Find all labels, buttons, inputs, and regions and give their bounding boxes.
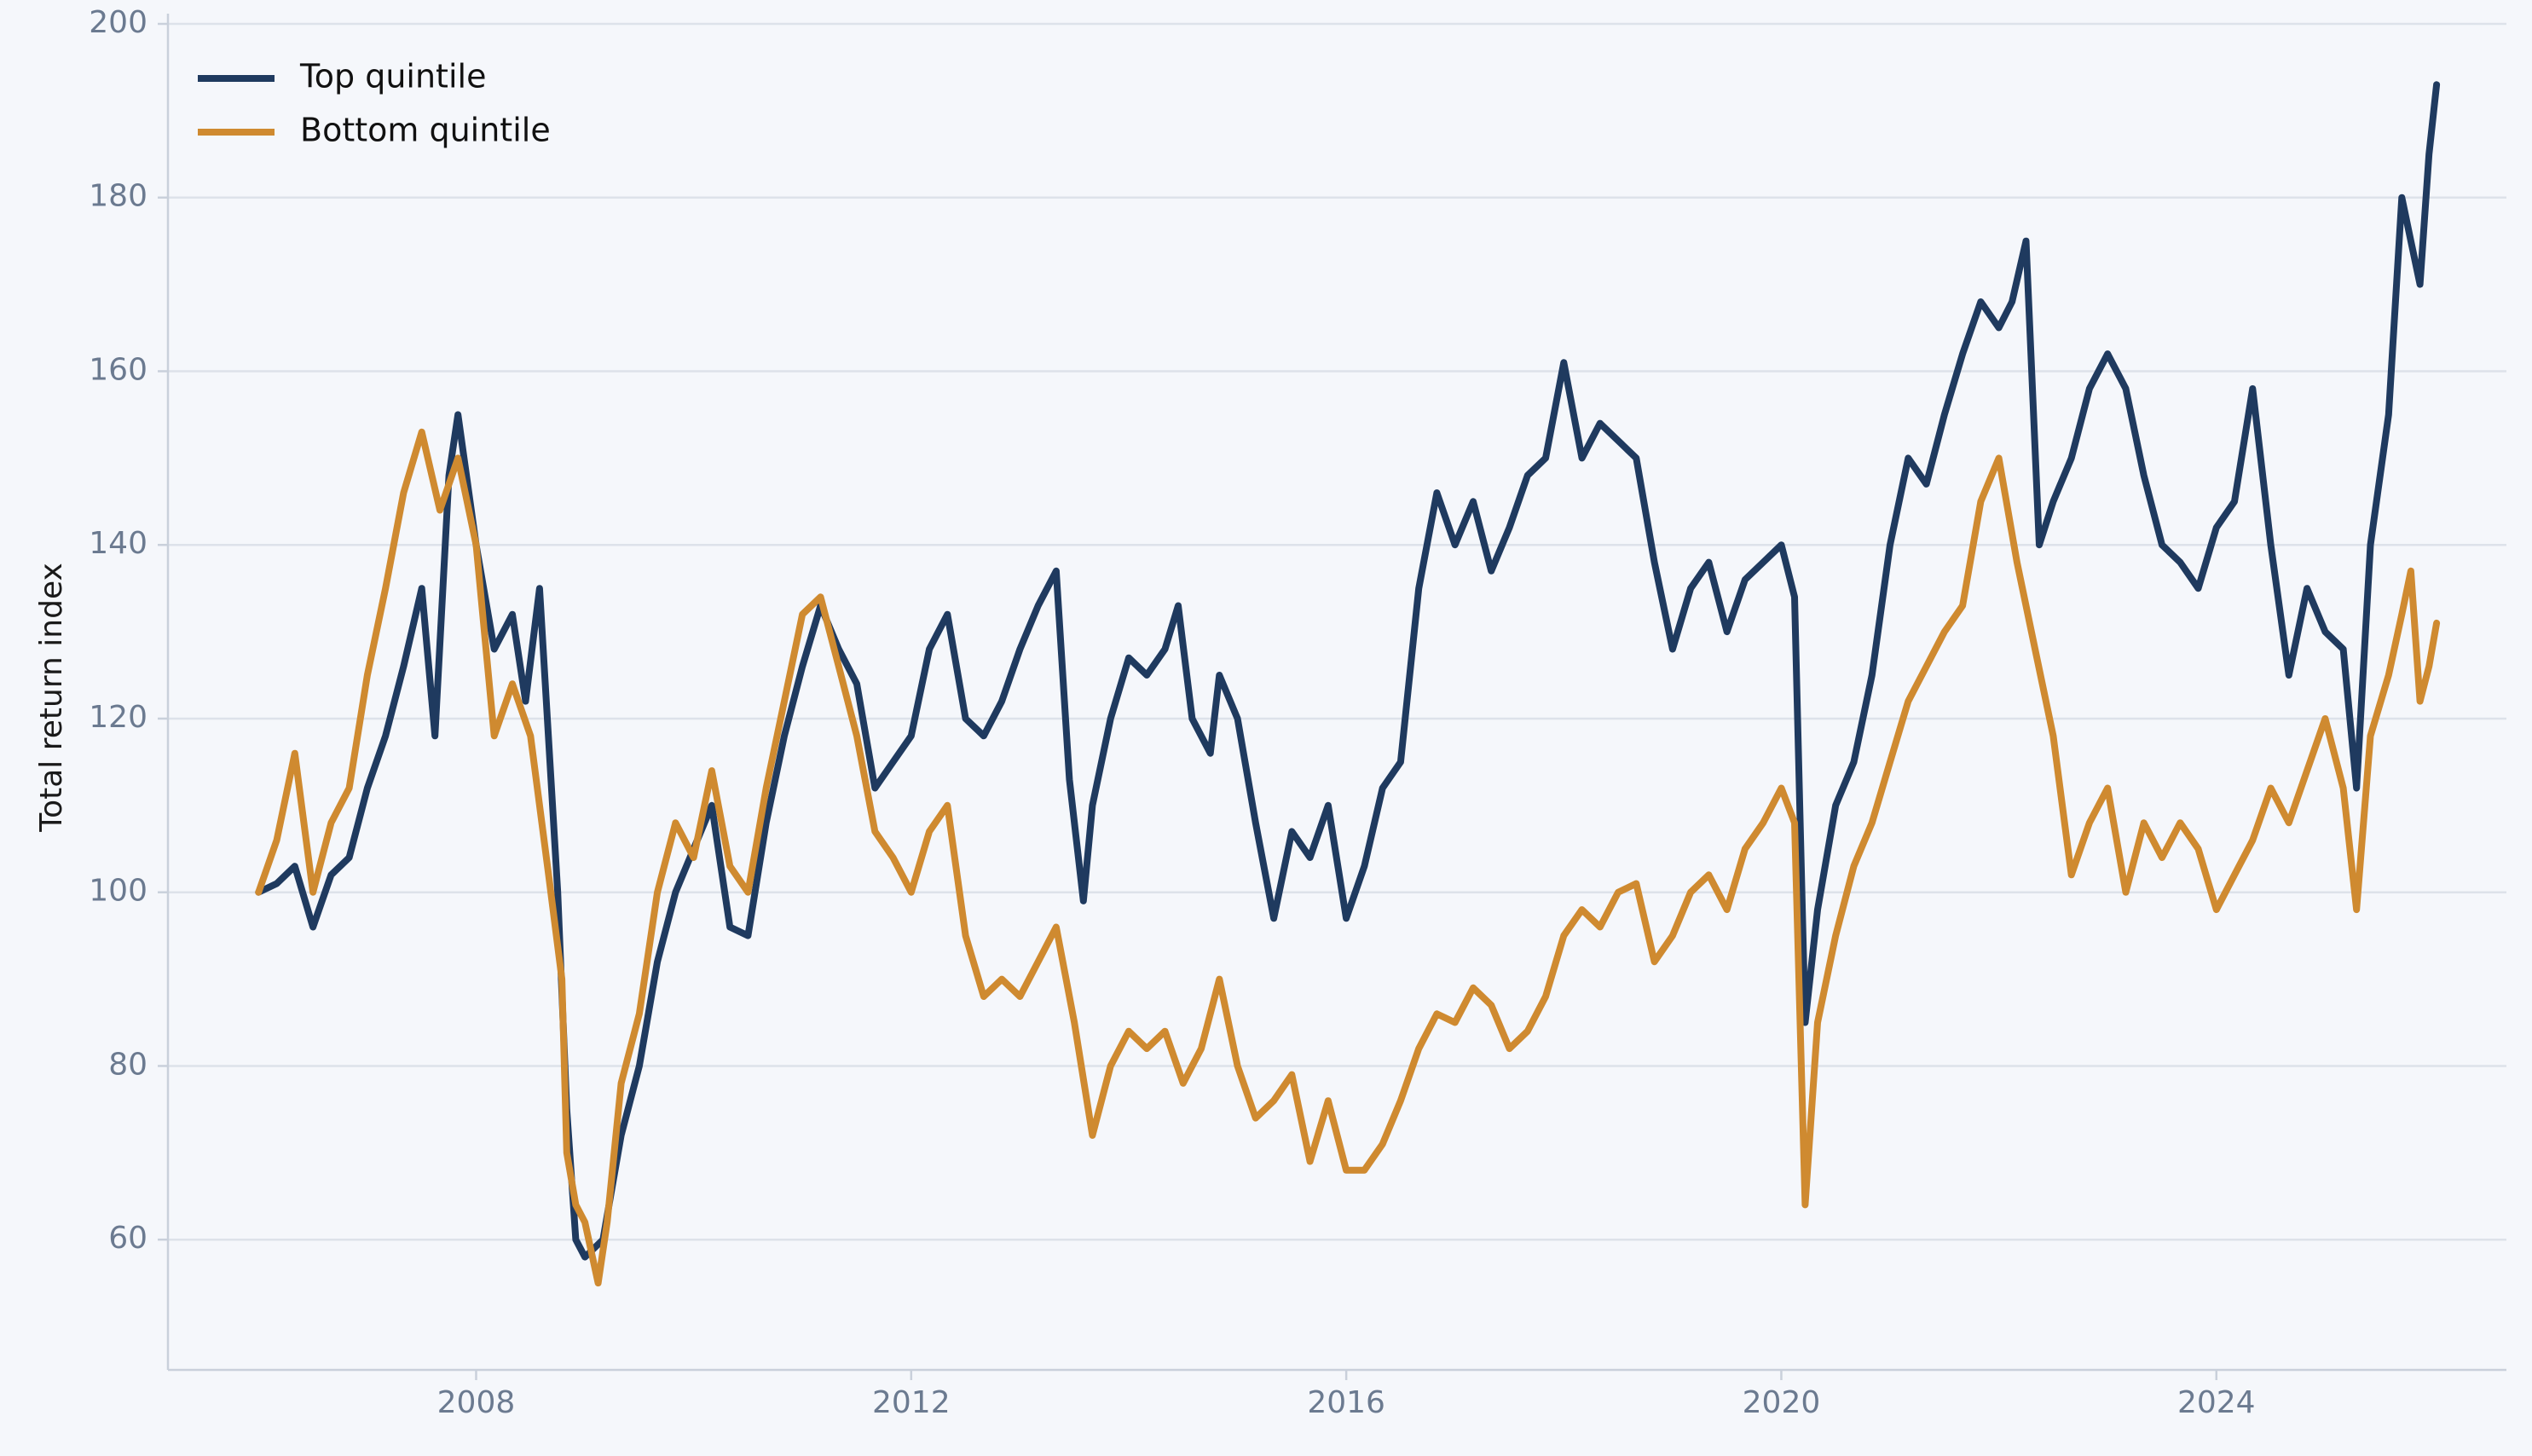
y-tick-label: 140 <box>89 526 147 561</box>
y-tick-label: 80 <box>108 1047 147 1082</box>
x-tick-label: 2024 <box>2177 1385 2256 1420</box>
y-tick-label: 160 <box>89 352 147 387</box>
x-tick-label: 2008 <box>437 1385 516 1420</box>
x-tick-label: 2012 <box>872 1385 951 1420</box>
y-tick-label: 100 <box>89 874 147 909</box>
x-tick-label: 2016 <box>1307 1385 1385 1420</box>
y-tick-label: 60 <box>108 1221 147 1256</box>
x-tick-label: 2020 <box>1743 1385 1821 1420</box>
axes-layer: 60 80 100 120 140 160 180 200 2008 2012 2016 2020 20… <box>89 5 2506 1420</box>
legend: Top quintile Bottom quintile <box>198 58 551 149</box>
y-tick-label: 180 <box>89 179 147 214</box>
legend-label-bottom-quintile: Bottom quintile <box>300 112 551 149</box>
y-tick-label: 120 <box>89 700 147 735</box>
series-layer <box>255 81 2441 1287</box>
legend-label-top-quintile: Top quintile <box>299 58 486 95</box>
series-line-bottom-quintile <box>255 428 2441 1287</box>
y-tick-label: 200 <box>89 5 147 40</box>
y-axis-title: Total return index <box>34 563 69 833</box>
series-line-top-quintile <box>255 81 2441 1261</box>
